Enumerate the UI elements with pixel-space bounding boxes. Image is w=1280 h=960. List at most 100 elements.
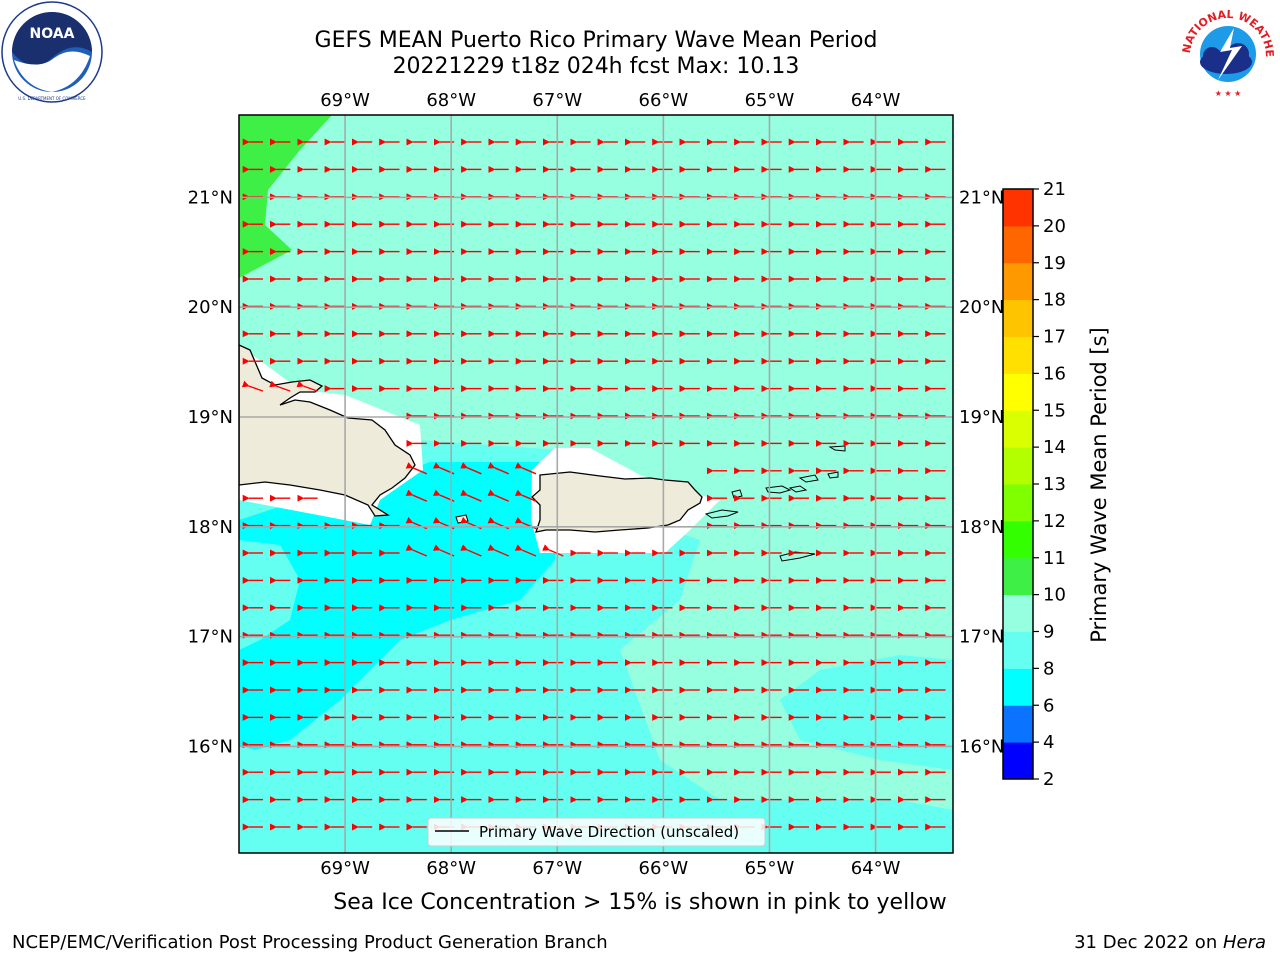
wave-direction-arrow [296, 380, 318, 392]
colorbar-tick-label: 6 [1043, 695, 1054, 716]
map-tick-labels: 69°W 69°W 68°W 68°W 67°W 67°W 66°W 66°W 65°W 65°W… [188, 90, 1005, 879]
lat-tick-label-left: 17°N [188, 627, 233, 648]
colorbar-segment [1003, 373, 1033, 411]
colorbar-segment [1003, 705, 1033, 743]
colorbar-segment [1003, 189, 1033, 227]
colorbar-tick-label: 21 [1043, 179, 1066, 200]
footer-date: 31 Dec 2022 on Hera [1074, 932, 1266, 953]
wave-direction-arrow [542, 544, 564, 557]
legend-label: Primary Wave Direction (unscaled) [479, 823, 739, 841]
colorbar-tick-label: 12 [1043, 511, 1066, 532]
period-8-9-patch [780, 655, 953, 770]
nws-logo: NATIONAL WEATHER SERVICE ★ ★ ★ [1176, 0, 1276, 100]
period-10-11-field [239, 115, 332, 278]
colorbar-tick-label: 11 [1043, 548, 1066, 569]
lat-tick-label-left: 21°N [188, 187, 233, 208]
lon-tick-label-bottom: 66°W [639, 858, 689, 879]
colorbar-tick-label: 14 [1043, 437, 1066, 458]
colorbar-tick-label: 17 [1043, 327, 1066, 348]
lat-tick-label-right: 16°N [959, 736, 1004, 757]
footer-branch: NCEP/EMC/Verification Post Processing Pr… [12, 932, 608, 953]
svg-text:★ ★ ★: ★ ★ ★ [1215, 89, 1242, 98]
colorbar-tick-label: 8 [1043, 658, 1054, 679]
period-8-9-west-patch [239, 540, 300, 650]
colorbar-segment [1003, 484, 1033, 522]
chart-title: GEFS MEAN Puerto Rico Primary Wave Mean … [314, 28, 878, 53]
lat-tick-label-right: 19°N [959, 407, 1004, 428]
graticule-grid [239, 115, 953, 853]
wave-direction-arrow [460, 544, 482, 557]
lat-tick-label-right: 17°N [959, 627, 1004, 648]
colorbar-tick-label: 16 [1043, 363, 1066, 384]
period-6-8-field [239, 462, 560, 750]
anegada-island [828, 445, 846, 452]
lon-tick-label-top: 69°W [320, 90, 370, 111]
noaa-logo: NOAA U.S. DEPARTMENT OF COMMERCE [1, 1, 103, 103]
wave-direction-arrow [487, 489, 509, 502]
noaa-logo-text: NOAA [30, 26, 75, 42]
colorbar-label: Primary Wave Mean Period [s] [1087, 327, 1111, 643]
lat-tick-label-right: 21°N [959, 187, 1004, 208]
lat-tick-label-right: 20°N [959, 297, 1004, 318]
wave-direction-arrow [460, 462, 482, 475]
lat-tick-label-left: 18°N [188, 517, 233, 538]
virgin-gorda-island [827, 471, 839, 479]
st-thomas-island [765, 485, 792, 494]
chart-subtitle: 20221229 t18z 024h fcst Max: 10.13 [392, 54, 800, 79]
wave-direction-arrow [405, 544, 428, 557]
lon-tick-label-top: 68°W [426, 90, 476, 111]
colorbar-tick-label: 10 [1043, 585, 1066, 606]
colorbar-segment [1003, 225, 1033, 264]
puerto-rico-landmass [531, 471, 703, 533]
colorbar-segment [1003, 336, 1033, 374]
wave-direction-arrow [514, 489, 537, 502]
lon-tick-label-top: 66°W [639, 90, 689, 111]
wave-direction-arrow [460, 489, 482, 502]
colorbar-tick-label: 18 [1043, 290, 1066, 311]
lon-tick-label-top: 67°W [532, 90, 582, 111]
map-plot-area [239, 115, 953, 853]
sea-ice-caption: Sea Ice Concentration > 15% is shown in … [333, 890, 947, 915]
colorbar-tick-label: 20 [1043, 216, 1066, 237]
lon-tick-label-top: 64°W [851, 90, 901, 111]
wave-direction-arrow [487, 462, 509, 475]
wave-direction-arrow [241, 380, 264, 392]
vieques-island [704, 509, 739, 519]
st-john-island [788, 485, 808, 493]
colorbar-tick-label: 9 [1043, 622, 1054, 643]
map-legend: Primary Wave Direction (unscaled) [427, 817, 766, 847]
colorbar-segment [1003, 742, 1033, 780]
colorbar-segment [1003, 594, 1033, 632]
colorbar-tick-label: 4 [1043, 732, 1054, 753]
colorbar: 2 4 6 8 9 10 11 12 13 14 15 16 17 18 19 20 21 [1002, 179, 1066, 790]
wave-direction-arrow [514, 462, 537, 475]
lon-tick-label-top: 65°W [745, 90, 795, 111]
wave-direction-arrow [405, 489, 428, 502]
lon-tick-label-bottom: 64°W [851, 858, 901, 879]
lat-tick-label-right: 18°N [959, 517, 1004, 538]
colorbar-segment [1003, 262, 1033, 301]
lat-tick-label-left: 20°N [188, 297, 233, 318]
mona-island [455, 514, 469, 524]
map-frame [238, 114, 954, 854]
tortola-island [798, 474, 819, 483]
colorbar-segment [1003, 557, 1033, 596]
footer-machine: Hera [1222, 932, 1266, 953]
wave-direction-arrow [487, 544, 509, 557]
colorbar-segment [1003, 410, 1033, 448]
colorbar-segment [1003, 668, 1033, 706]
colorbar-segment [1003, 299, 1033, 337]
lat-tick-label-left: 16°N [188, 736, 233, 757]
lon-tick-label-bottom: 68°W [426, 858, 476, 879]
colorbar-tick-label: 2 [1043, 769, 1054, 790]
colorbar-tick-label: 13 [1043, 474, 1066, 495]
colorbar-tick-label: 19 [1043, 253, 1066, 274]
lon-tick-label-bottom: 67°W [532, 858, 582, 879]
svg-text:U.S. DEPARTMENT OF COMMERCE: U.S. DEPARTMENT OF COMMERCE [18, 96, 86, 101]
lon-tick-label-bottom: 65°W [745, 858, 795, 879]
colorbar-segment [1003, 447, 1033, 485]
wave-direction-arrow [269, 380, 291, 392]
lat-tick-label-left: 19°N [188, 407, 233, 428]
footer-date-text: 31 Dec 2022 on [1074, 932, 1223, 953]
